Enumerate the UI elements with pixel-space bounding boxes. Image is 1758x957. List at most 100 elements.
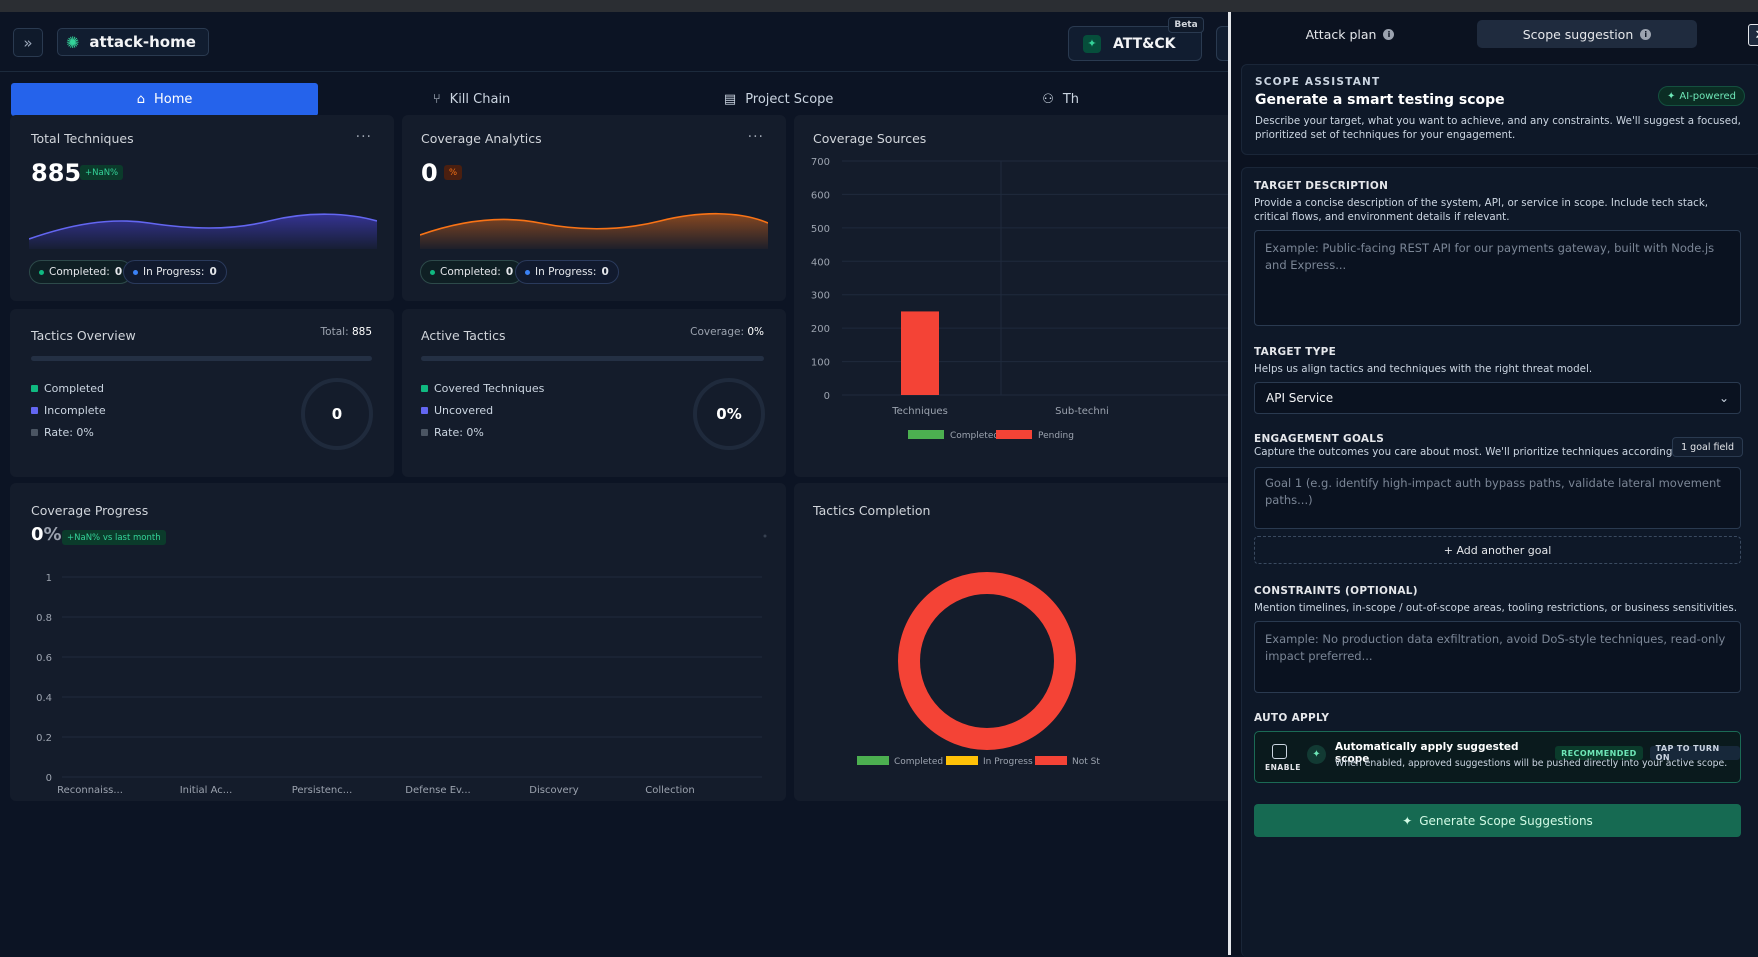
- home-icon: ⌂: [136, 92, 145, 107]
- completed-value: 0: [114, 266, 123, 278]
- auto-apply-checkbox[interactable]: [1272, 744, 1287, 759]
- coverage-progress-card: Coverage Progress 0% +NaN% vs last month…: [10, 483, 786, 801]
- completed-chip: Completed: 0: [29, 260, 133, 284]
- ai-label: AI-powered: [1679, 90, 1736, 102]
- coverage-progress-chart: 0 0.2 0.4 0.6 0.8 1 Reconnaiss... Initial Ac...…: [36, 534, 767, 796]
- coverage-analytics-card: Coverage Analytics ··· 0 % Completed: 0 I…: [402, 115, 786, 301]
- more-icon[interactable]: ···: [355, 129, 372, 145]
- y-tick-label: 700: [811, 157, 830, 168]
- target-type-select[interactable]: API Service ⌄: [1254, 382, 1741, 414]
- more-icon[interactable]: ···: [747, 129, 764, 145]
- tab-kill-chain[interactable]: ⑂ Kill Chain: [318, 83, 625, 116]
- tab-scope-suggestion[interactable]: Scope suggestion i: [1477, 20, 1697, 48]
- y-tick-label: 0.4: [36, 693, 52, 704]
- tab-project-scope[interactable]: ▤ Project Scope: [625, 83, 932, 116]
- generate-scope-button[interactable]: ✦ Generate Scope Suggestions: [1254, 804, 1741, 837]
- coverage-sources-chart: 0 100 200 300 400 500 600 700 Techniques Sub-tech…: [811, 157, 1228, 441]
- donut-slice-not-st: [898, 572, 1076, 750]
- add-goal-button[interactable]: + Add another goal: [1254, 536, 1741, 564]
- tab-scope-suggestion-label: Scope suggestion: [1522, 26, 1634, 42]
- constraints-label: CONSTRAINTS (OPTIONAL): [1254, 585, 1418, 597]
- legend-label: Rate: 0%: [44, 426, 94, 439]
- progress-track: [31, 356, 372, 361]
- coverage-value: 0%: [747, 326, 764, 338]
- target-type-label: TARGET TYPE: [1254, 346, 1337, 358]
- target-type-help: Helps us align tactics and techniques wi…: [1254, 363, 1593, 375]
- coverage-ring: 0%: [693, 378, 765, 450]
- y-tick-label: 0: [824, 391, 830, 402]
- x-tick-label: Defense Ev...: [405, 785, 470, 796]
- legend-label: Rate: 0%: [434, 426, 484, 439]
- card-title: Active Tactics: [421, 328, 506, 343]
- in-progress-chip: In Progress: 0: [515, 260, 619, 284]
- project-selector[interactable]: ✺ attack-home: [57, 28, 209, 56]
- header-extra-button[interactable]: [1216, 26, 1228, 61]
- info-icon: i: [1383, 28, 1395, 40]
- dashboard-header: » ✺ attack-home ✦ ATT&CK Beta: [0, 12, 1228, 72]
- total-techniques-card: Total Techniques ··· 885 +NaN% Completed…: [10, 115, 394, 301]
- value-number: 0: [31, 524, 44, 545]
- coverage-progress-value: 0%: [31, 524, 62, 545]
- goal-1-textarea[interactable]: Goal 1 (e.g. identify high-impact auth b…: [1254, 467, 1741, 529]
- delta-badge: +NaN%: [80, 165, 124, 180]
- bug-icon: ✺: [66, 32, 80, 52]
- tap-to-turn-on-tag: TAP TO TURN ON: [1649, 744, 1740, 762]
- card-title: Tactics Overview: [31, 328, 136, 343]
- tactics-completion-chart: Completed In Progress Not St: [857, 572, 1100, 767]
- tab-home[interactable]: ⌂ Home: [11, 83, 319, 116]
- legend-label: Covered Techniques: [434, 382, 545, 395]
- beta-badge: Beta: [1168, 17, 1204, 33]
- card-title: Tactics Completion: [813, 503, 931, 518]
- in-progress-value: 0: [601, 266, 609, 278]
- target-type-value: API Service: [1266, 391, 1334, 405]
- completed-label: Completed:: [49, 266, 110, 278]
- ai-powered-badge: ✦ AI-powered: [1658, 86, 1745, 106]
- legend-swatch: [946, 756, 978, 765]
- close-icon[interactable]: ✕: [1748, 24, 1758, 46]
- card-title: Coverage Progress: [31, 503, 149, 518]
- y-tick-label: 600: [811, 190, 830, 201]
- auto-apply-box: ENABLE ✦ Automatically apply suggested s…: [1254, 731, 1741, 783]
- completion-ring: 0: [301, 378, 373, 450]
- in-progress-value: 0: [209, 266, 217, 278]
- tab-project-scope-label: Project Scope: [745, 92, 834, 107]
- y-tick-label: 0: [46, 773, 52, 784]
- legend-swatch: [908, 430, 944, 439]
- legend-covered: Covered Techniques: [421, 382, 544, 395]
- completed-label: Completed:: [440, 266, 501, 278]
- total-value: 885: [351, 326, 372, 338]
- bar-pending: [901, 311, 939, 395]
- tab-attack-plan[interactable]: Attack plan i: [1231, 20, 1469, 48]
- legend-label: Pending: [1038, 431, 1074, 441]
- attack-label: ATT&CK: [1113, 35, 1176, 52]
- target-description-textarea[interactable]: Example: Public-facing REST API for our …: [1254, 230, 1741, 326]
- wand-icon: ✦: [1083, 34, 1101, 53]
- y-tick-label: 0.6: [36, 653, 52, 664]
- target-description-help: Provide a concise description of the sys…: [1254, 197, 1709, 223]
- generate-label: Generate Scope Suggestions: [1419, 813, 1593, 828]
- main-nav-tabs: ⌂ Home ⑂ Kill Chain ▤ Project Scope ⚇ Th: [11, 83, 1228, 116]
- section-heading: Generate a smart testing scope: [1255, 92, 1505, 108]
- coverage-analytics-value: 0: [421, 159, 438, 187]
- double-chevron-right-icon: »: [23, 33, 33, 52]
- legend-swatch: [996, 430, 1032, 439]
- legend-label: Completed: [894, 757, 943, 767]
- chart-dot: [763, 534, 767, 538]
- y-tick-label: 500: [811, 224, 830, 235]
- engagement-goals-help: Capture the outcomes you care about most…: [1254, 446, 1684, 458]
- coverage-label: Coverage:: [690, 326, 744, 338]
- tab-threat-label: Th: [1062, 92, 1080, 107]
- expand-sidebar-button[interactable]: »: [13, 28, 43, 57]
- panel-tabs: Attack plan i Scope suggestion i ✕: [1231, 20, 1758, 50]
- branch-icon: ⑂: [432, 92, 441, 107]
- progress-track: [421, 356, 764, 361]
- x-tick-label: Reconnaiss...: [57, 785, 123, 796]
- legend-label: In Progress: [983, 757, 1033, 767]
- card-title: Total Techniques: [31, 131, 134, 146]
- tactics-overview-card: Tactics Overview Total: 885 Completed In…: [10, 309, 394, 477]
- wand-icon: ✦: [1402, 813, 1413, 828]
- tab-threat[interactable]: ⚇ Th: [932, 83, 1228, 116]
- y-tick-label: 1: [46, 573, 52, 584]
- legend-rate: Rate: 0%: [421, 426, 484, 439]
- constraints-textarea[interactable]: Example: No production data exfiltration…: [1254, 621, 1741, 693]
